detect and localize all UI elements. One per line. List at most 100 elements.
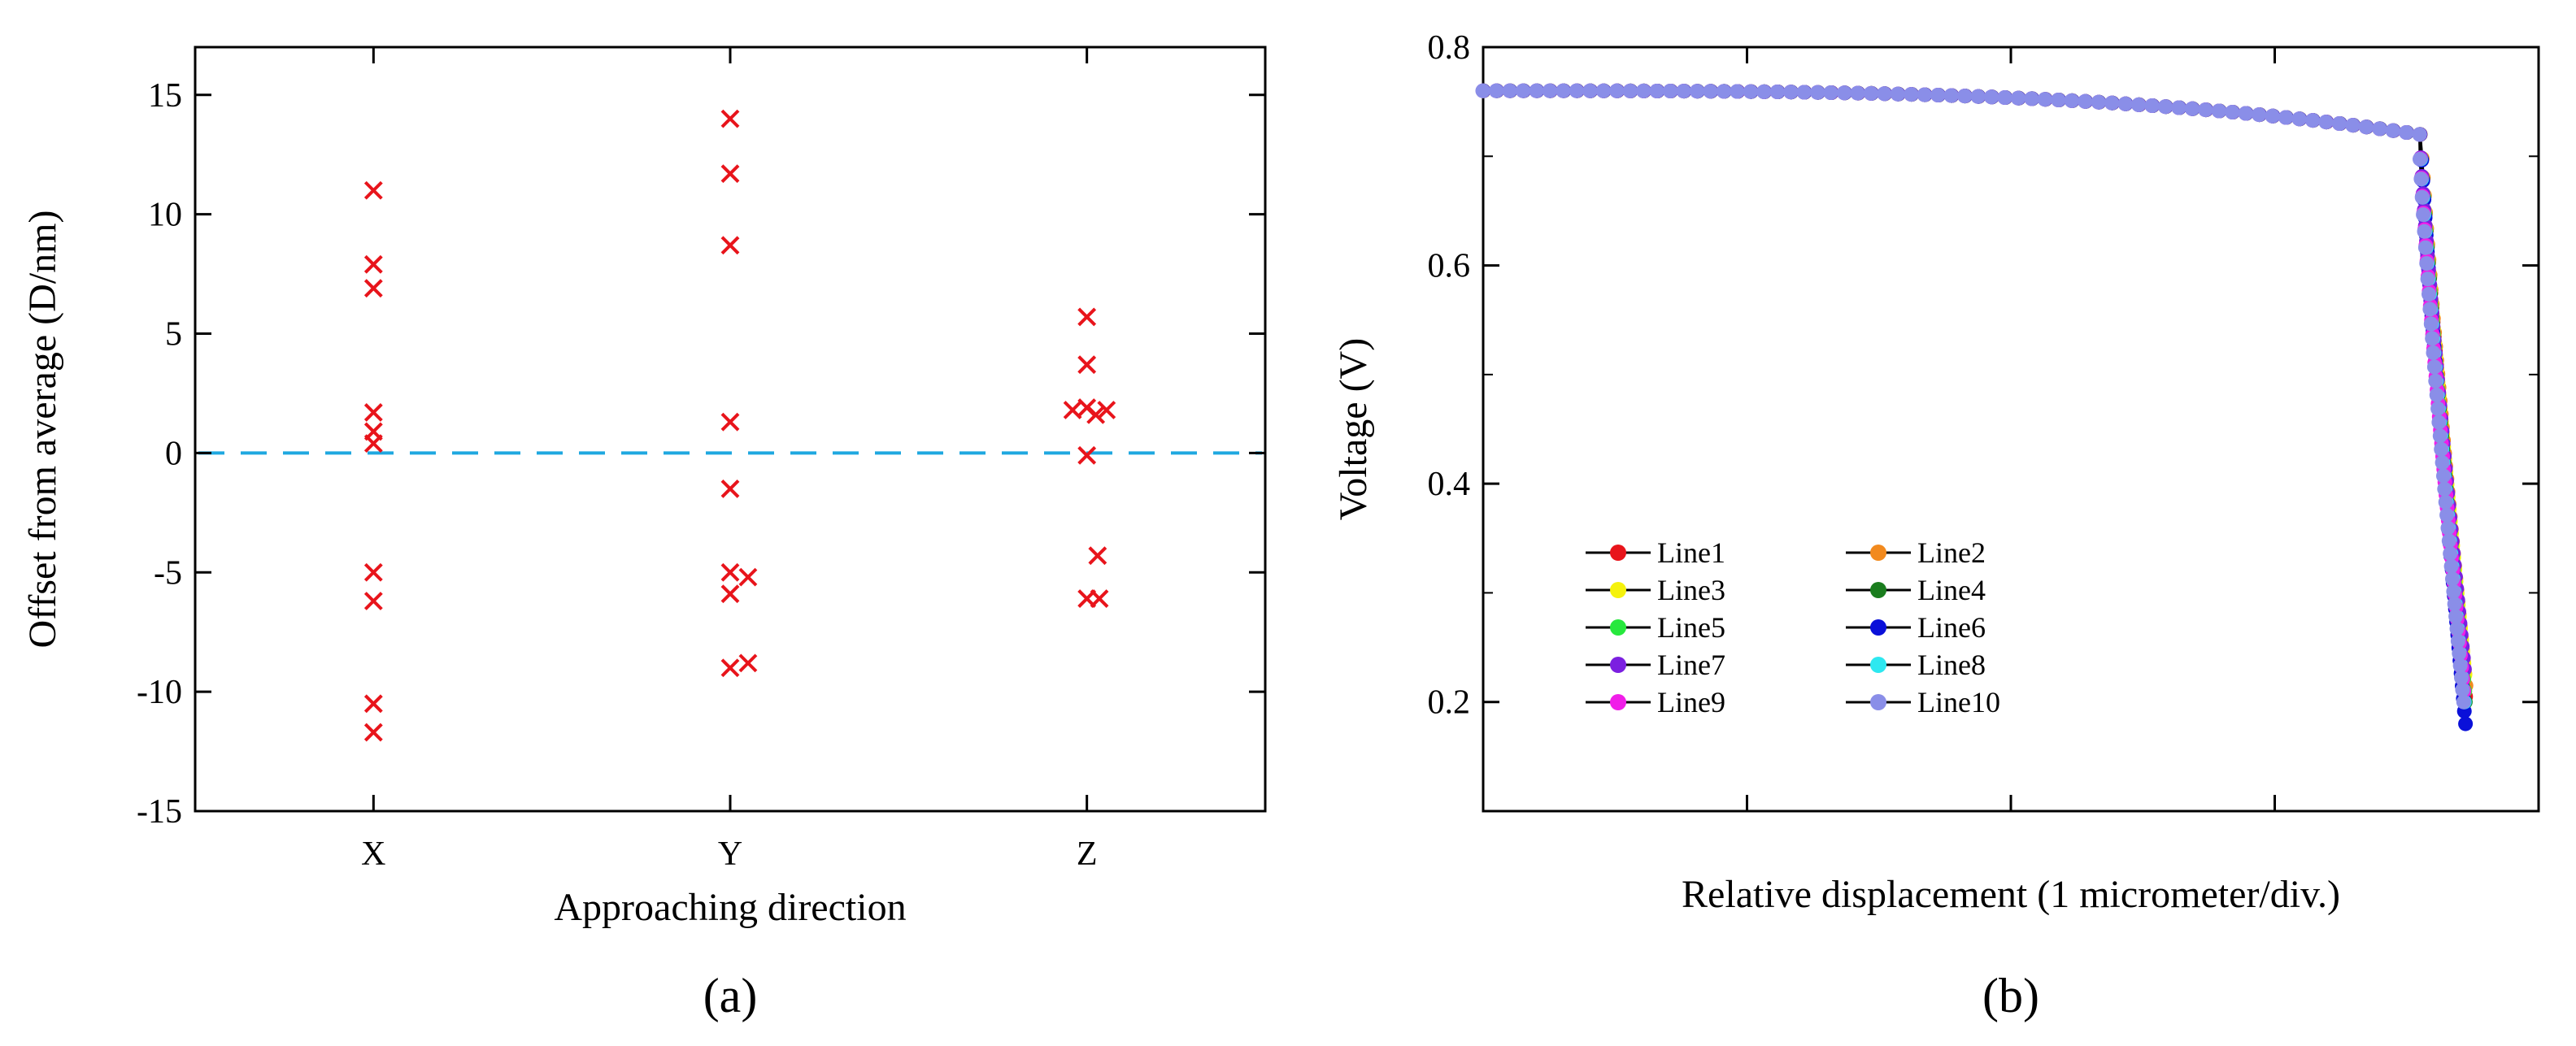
panel-a-x-ticks: X Y Z (361, 47, 1097, 873)
panel-b-x-axis-title: Relative displacement (1 micrometer/div.… (1682, 873, 2340, 916)
y-tick-label: 10 (148, 197, 182, 234)
panel-a-label: (a) (703, 969, 758, 1022)
y-tick-label: 0.6 (1428, 248, 1471, 285)
scatter-point-x (363, 434, 383, 454)
curve-point (1649, 84, 1664, 98)
scatter-point-z (1077, 445, 1097, 465)
panel-b-voltage-curves: 0.80.60.40.2 Line1 Line2 Line3 Line4 Line5 Li… (1332, 29, 2540, 1022)
scatter-point-y (720, 480, 740, 498)
legend-marker (1870, 545, 1886, 561)
panel-b-legend: Line1 Line2 Line3 Line4 Line5 Line6 Line7 Line8… (1586, 536, 2000, 718)
legend-entry-line5: Line5 (1586, 611, 1725, 644)
scatter-point-z (1086, 405, 1106, 424)
curve-point (2198, 102, 2213, 118)
scatter-point-z (1088, 546, 1107, 566)
curve-point (1622, 83, 1638, 98)
legend-label: Line9 (1657, 686, 1725, 718)
panel-a-x-axis-title: Approaching direction (554, 886, 906, 929)
panel-b-y-ticks: 0.8 0.6 0.4 0.2 (1428, 29, 2539, 812)
curve-point (1836, 85, 1852, 101)
curve-point (1970, 89, 1986, 104)
curve-point (2399, 125, 2414, 140)
curve-point (2417, 240, 2433, 255)
panel-b-x-ticks (1746, 47, 2276, 811)
curve-point (2414, 189, 2430, 205)
y-tick-label: 5 (165, 316, 182, 354)
legend-label: Line7 (1657, 649, 1725, 681)
scatter-point-y (720, 658, 740, 678)
scatter-point-x (363, 279, 383, 298)
scatter-point-z (1077, 355, 1097, 375)
panel-a-data-points (363, 109, 1116, 742)
curve-point (2434, 441, 2449, 457)
curve-point (1703, 84, 1718, 99)
panel-b-curves (1475, 83, 2474, 731)
legend-label: Line1 (1657, 536, 1725, 569)
curve-point (2130, 97, 2146, 112)
curve-point (1595, 83, 1611, 98)
curve-point (1917, 87, 1932, 102)
curve-point (1877, 86, 1892, 102)
curve-point (2265, 108, 2280, 124)
curve-point (1515, 83, 1530, 98)
curve-point (2430, 401, 2446, 416)
legend-marker (1610, 657, 1626, 673)
curve-point (1489, 83, 1503, 98)
curve-point (1609, 83, 1625, 98)
curve-point (1943, 88, 1959, 103)
curve-point (2184, 101, 2200, 116)
scatter-point-z (1090, 589, 1109, 608)
legend-entry-line4: Line4 (1846, 574, 1986, 606)
y-tick-label: -5 (154, 554, 182, 592)
curve-point (2211, 103, 2226, 119)
panel-a-y-ticks: 15 10 5 0 -5 -10 -15 (137, 77, 1265, 831)
curve-markers-line10 (1475, 83, 2471, 710)
curve-point (1636, 83, 1651, 98)
curve-point (1957, 89, 1972, 104)
curve-point (2117, 96, 2133, 111)
curve-point (2432, 428, 2448, 444)
curve-point (2385, 123, 2400, 138)
curve-line-line8 (1482, 89, 2466, 702)
legend-label: Line6 (1917, 611, 1986, 644)
scatter-point-y (720, 109, 740, 128)
legend-marker (1870, 582, 1886, 598)
curve-point (2449, 621, 2465, 636)
curve-point (2456, 694, 2471, 710)
legend-marker (1610, 545, 1626, 561)
curve-point (2420, 271, 2435, 287)
curve-point (1997, 90, 2012, 105)
curve-point (1823, 85, 1838, 100)
curve-point (2291, 111, 2307, 127)
curve-point (2372, 121, 2387, 137)
curve-point (2425, 331, 2440, 346)
curve-point (2417, 224, 2432, 239)
legend-label: Line2 (1917, 536, 1986, 569)
curve-point (2318, 115, 2334, 130)
curve-point (2445, 571, 2460, 587)
curve-point (2448, 609, 2464, 624)
legend-marker (1610, 582, 1626, 598)
y-tick-label: -15 (137, 793, 182, 831)
curve-point (2447, 597, 2462, 612)
x-tick-label-x: X (361, 835, 385, 873)
curve-point (1930, 88, 1946, 102)
curve-point (1810, 85, 1825, 100)
curve-point (2426, 345, 2441, 360)
scatter-point-x (363, 254, 383, 274)
curve-point (2423, 316, 2439, 332)
legend-label: Line3 (1657, 574, 1725, 606)
scatter-point-y (738, 653, 758, 673)
curve-point (2358, 119, 2374, 135)
legend-entry-line1: Line1 (1586, 536, 1725, 569)
curve-point (2064, 93, 2079, 108)
curve-point (1529, 83, 1544, 98)
curve-point (2431, 414, 2447, 430)
panel-a-plot-frame (194, 46, 1267, 813)
legend-label: Line10 (1917, 686, 2000, 718)
curve-point (2452, 645, 2467, 661)
panel-b-label: (b) (1982, 969, 2039, 1022)
curve-point (2435, 455, 2450, 471)
curve-point (1769, 85, 1785, 99)
